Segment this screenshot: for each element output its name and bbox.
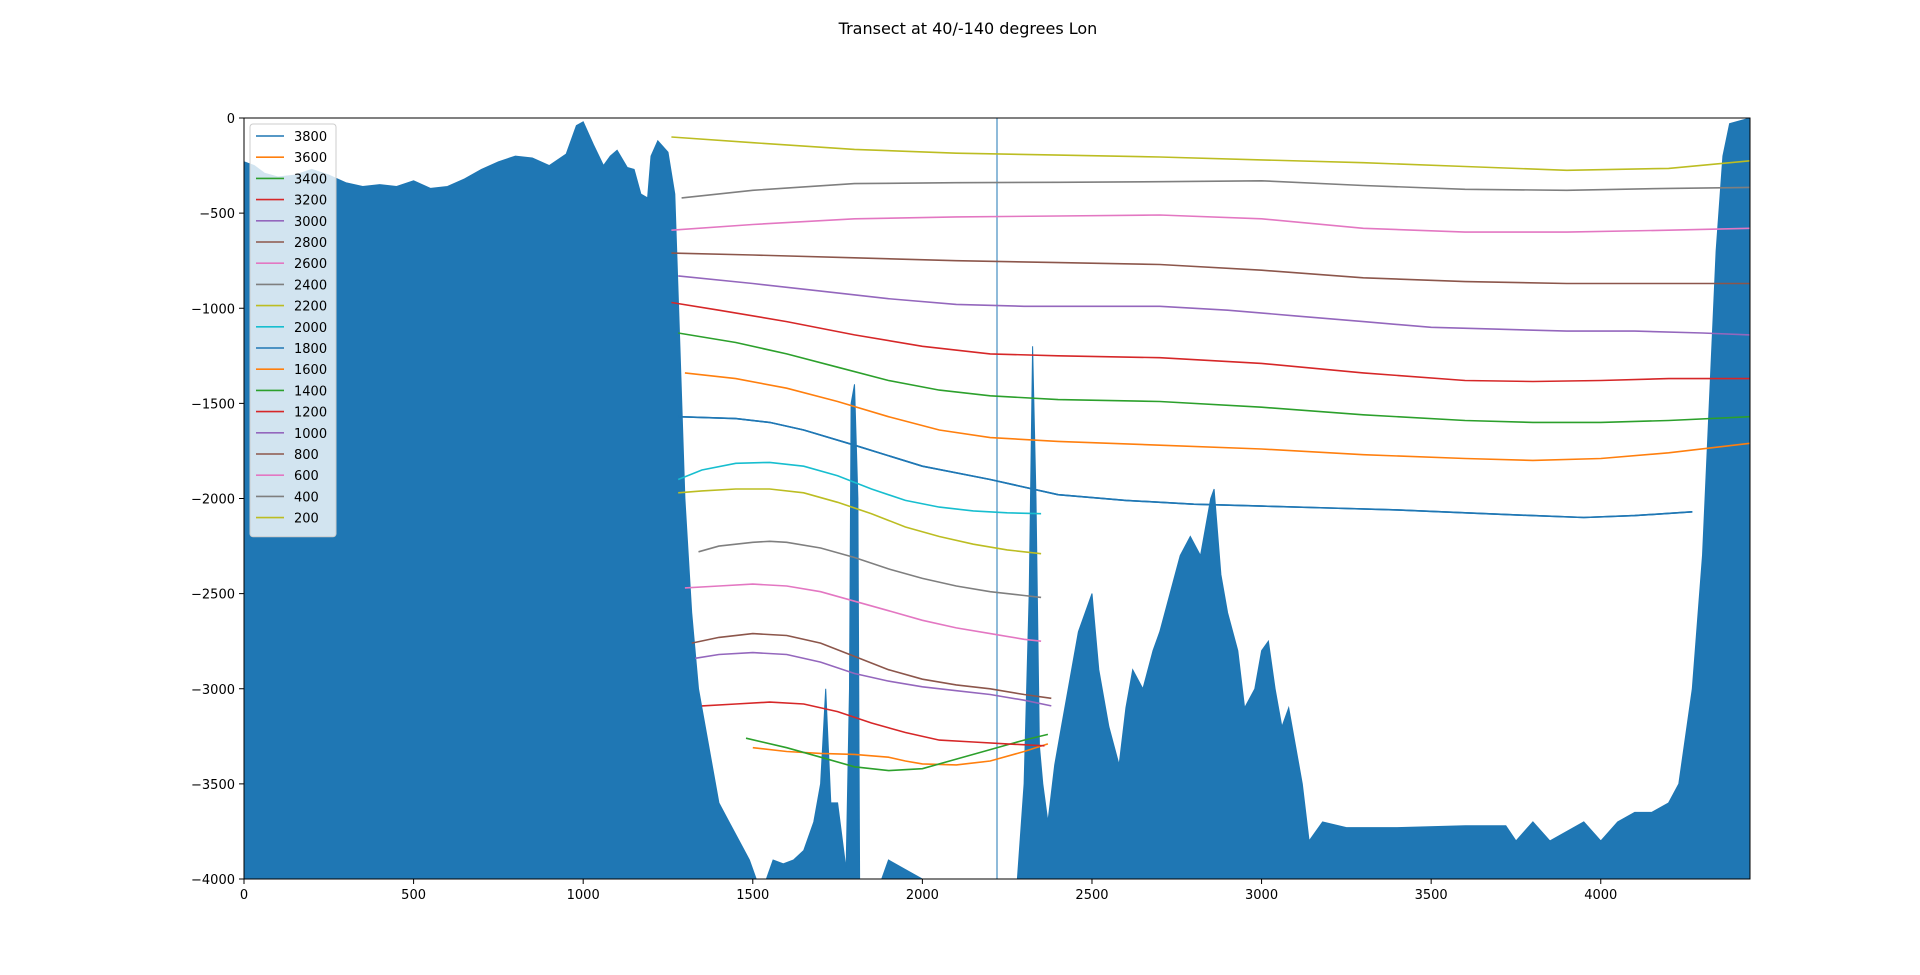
series-line-2400 — [698, 540, 1042, 599]
series-line-1600 — [684, 372, 1750, 462]
series-line-1400 — [678, 332, 1750, 424]
y-tick-label: −2500 — [191, 588, 235, 603]
series-line-600 — [671, 214, 1750, 233]
y-axis: 0 −500 −1000 −1500 −2000 −2500 −3000 −3500 −4000 — [191, 112, 244, 888]
x-tick-label: 4000 — [1584, 888, 1617, 903]
legend-label-3000: 3000 — [294, 215, 327, 230]
y-tick-label: −500 — [199, 207, 235, 222]
legend-label-3800: 3800 — [294, 130, 327, 145]
series-line-2000 — [677, 461, 1042, 515]
series-line-3000 — [694, 651, 1052, 707]
legend-label-3600: 3600 — [294, 151, 327, 166]
legend-label-2600: 2600 — [294, 257, 327, 272]
plot-area — [244, 118, 1750, 879]
legend-label-600: 600 — [294, 469, 319, 484]
series-line-2600 — [684, 583, 1042, 642]
x-tick-label: 1500 — [736, 888, 769, 903]
legend-label-2400: 2400 — [294, 278, 327, 293]
x-tick-label: 2000 — [906, 888, 939, 903]
legend-label-2000: 2000 — [294, 321, 327, 336]
x-tick-label: 500 — [401, 888, 426, 903]
series-line-2800 — [691, 632, 1052, 700]
legend-label-1600: 1600 — [294, 363, 327, 378]
legend-label-400: 400 — [294, 490, 319, 505]
series-line-200 — [671, 136, 1750, 172]
series-line-1000 — [678, 275, 1750, 336]
legend: 3800 3600 3400 3200 3000 2800 2600 2400 2200 2000… — [249, 123, 337, 538]
legend-label-1000: 1000 — [294, 427, 327, 442]
legend-label-1400: 1400 — [294, 384, 327, 399]
x-tick-label: 3500 — [1415, 888, 1448, 903]
y-tick-label: −4000 — [191, 873, 235, 888]
series-line-3600 — [752, 743, 1049, 766]
legend-label-1200: 1200 — [294, 406, 327, 421]
y-tick-label: −1500 — [191, 397, 235, 412]
legend-label-800: 800 — [294, 448, 319, 463]
legend-label-2200: 2200 — [294, 300, 327, 315]
legend-label-200: 200 — [294, 512, 319, 527]
y-tick-label: 0 — [227, 112, 235, 127]
y-tick-label: −1000 — [191, 302, 235, 317]
series-line-3400 — [745, 733, 1049, 772]
x-tick-label: 3000 — [1245, 888, 1278, 903]
x-tick-label: 1000 — [567, 888, 600, 903]
series-line-3200 — [701, 701, 1045, 747]
bathymetry-area — [244, 118, 1750, 879]
series-line-2200 — [678, 488, 1042, 555]
legend-label-3400: 3400 — [294, 172, 327, 187]
series-line-3800 — [678, 415, 1693, 519]
series-line-800 — [671, 252, 1750, 285]
chart-title: Transect at 40/-140 degrees Lon — [838, 19, 1098, 38]
series-line-400 — [681, 179, 1750, 199]
x-axis: 0 500 1000 1500 2000 2500 3000 3500 4000 — [240, 879, 1617, 903]
series-line-1800 — [678, 415, 1693, 519]
series-line-1200 — [671, 301, 1750, 383]
y-tick-label: −3500 — [191, 778, 235, 793]
legend-label-2800: 2800 — [294, 236, 327, 251]
y-tick-label: −2000 — [191, 493, 235, 508]
x-tick-label: 2500 — [1075, 888, 1108, 903]
x-tick-label: 0 — [240, 888, 248, 903]
y-tick-label: −3000 — [191, 683, 235, 698]
legend-label-3200: 3200 — [294, 194, 327, 209]
legend-label-1800: 1800 — [294, 342, 327, 357]
